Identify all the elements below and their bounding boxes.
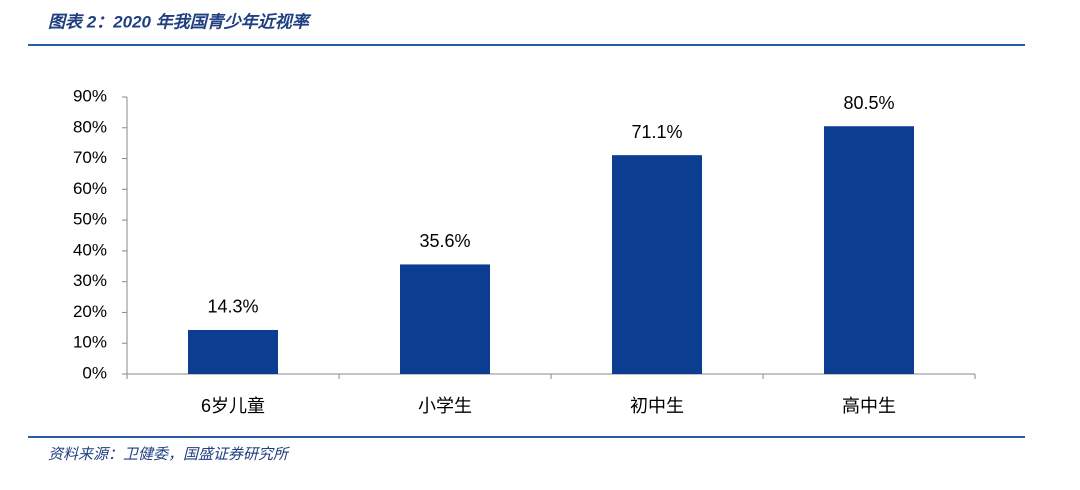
chart-title: 图表 2：2020 年我国青少年近视率 xyxy=(48,12,312,31)
y-tick-label: 60% xyxy=(73,179,107,198)
y-tick-label: 20% xyxy=(73,302,107,321)
bar xyxy=(188,329,278,374)
value-label: 35.6% xyxy=(419,231,470,251)
bar xyxy=(612,155,702,374)
x-tick-label: 高中生 xyxy=(842,396,896,416)
value-label: 71.1% xyxy=(631,122,682,142)
y-tick-label: 90% xyxy=(73,86,107,105)
y-tick-label: 10% xyxy=(73,333,107,352)
y-tick-label: 80% xyxy=(73,117,107,136)
y-tick-label: 40% xyxy=(73,240,107,259)
value-label: 80.5% xyxy=(843,93,894,113)
bar xyxy=(400,264,490,374)
y-tick-label: 70% xyxy=(73,148,107,167)
value-label: 14.3% xyxy=(207,297,258,317)
y-tick-label: 30% xyxy=(73,271,107,290)
x-tick-label: 6岁儿童 xyxy=(201,396,265,416)
y-tick-label: 0% xyxy=(82,363,107,382)
x-tick-label: 小学生 xyxy=(418,396,472,416)
bar xyxy=(824,126,914,374)
y-tick-label: 50% xyxy=(73,210,107,229)
x-tick-label: 初中生 xyxy=(630,396,684,416)
source-note: 资料来源：卫健委，国盛证券研究所 xyxy=(48,446,290,463)
